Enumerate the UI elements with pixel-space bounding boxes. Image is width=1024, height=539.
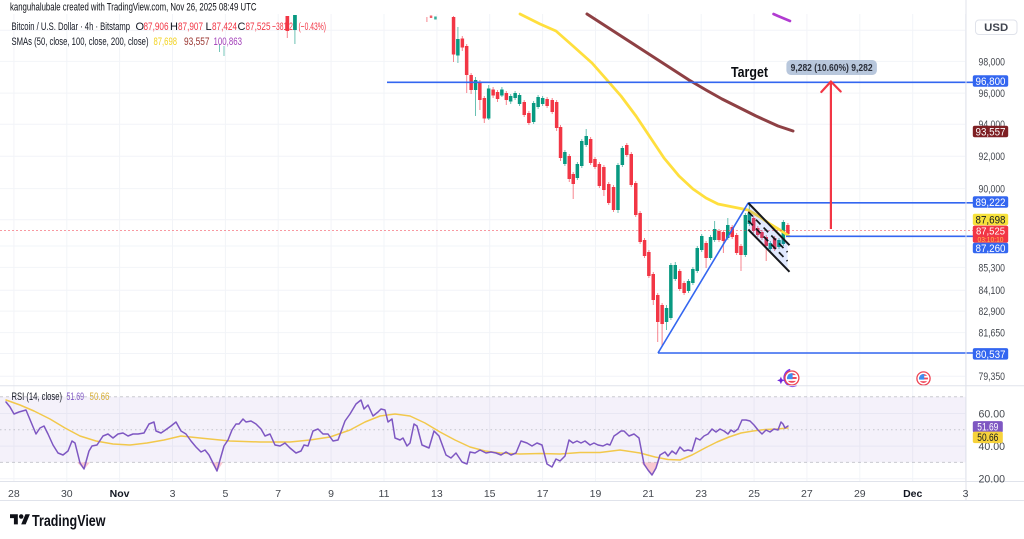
svg-text:28: 28 (8, 488, 20, 500)
svg-text:90,000: 90,000 (979, 184, 1006, 196)
svg-text:60.00: 60.00 (979, 408, 1006, 420)
svg-text:87,907: 87,907 (178, 21, 203, 33)
svg-text:SMAs (50, close, 100, close, 2: SMAs (50, close, 100, close, 200, close) (12, 36, 149, 48)
svg-text:TradingView: TradingView (32, 513, 106, 530)
svg-text:Target: Target (731, 65, 768, 81)
svg-text:96,800: 96,800 (976, 76, 1006, 88)
svg-text:03:10:10: 03:10:10 (978, 235, 1004, 244)
svg-text:9: 9 (328, 488, 334, 500)
svg-text:17: 17 (537, 488, 549, 500)
svg-text:96,000: 96,000 (979, 88, 1006, 100)
svg-text:RSI (14, close): RSI (14, close) (12, 391, 63, 403)
svg-text:13: 13 (431, 488, 443, 500)
svg-text:27: 27 (801, 488, 813, 500)
svg-text:H: H (170, 21, 178, 33)
svg-text:USD: USD (984, 22, 1008, 34)
svg-text:87,698: 87,698 (976, 214, 1006, 226)
svg-text:3: 3 (170, 488, 176, 500)
svg-text:89,222: 89,222 (976, 197, 1006, 209)
svg-text:51.69: 51.69 (67, 391, 85, 403)
svg-text:100,863: 100,863 (214, 36, 243, 48)
svg-text:87,260: 87,260 (976, 243, 1006, 255)
svg-text:O: O (136, 21, 145, 33)
svg-text:50.66: 50.66 (90, 391, 110, 403)
svg-text:82,900: 82,900 (979, 306, 1006, 318)
svg-text:kanguhalubale created with Tra: kanguhalubale created with TradingView.c… (10, 2, 257, 14)
svg-text:51.69: 51.69 (977, 422, 998, 434)
svg-text:Dec: Dec (903, 488, 922, 500)
svg-text:7: 7 (275, 488, 281, 500)
svg-text:92,000: 92,000 (979, 151, 1006, 163)
svg-text:3: 3 (963, 488, 969, 500)
svg-text:30: 30 (61, 488, 73, 500)
svg-text:23: 23 (695, 488, 707, 500)
svg-text:85,300: 85,300 (979, 262, 1006, 274)
svg-text:81,650: 81,650 (979, 328, 1006, 340)
svg-text:29: 29 (854, 488, 866, 500)
svg-text:93,557: 93,557 (976, 126, 1006, 138)
svg-text:87,424: 87,424 (212, 21, 237, 33)
svg-text:C: C (238, 21, 246, 33)
svg-text:−381.24 (−0.43%): −381.24 (−0.43%) (272, 21, 326, 33)
svg-text:9,282 (10.60%) 9,282: 9,282 (10.60%) 9,282 (791, 63, 873, 74)
svg-text:93,557: 93,557 (184, 36, 210, 48)
svg-text:80,537: 80,537 (976, 349, 1006, 361)
svg-text:87,906: 87,906 (144, 21, 169, 33)
svg-text:11: 11 (379, 488, 390, 500)
svg-text:87,698: 87,698 (154, 36, 178, 48)
svg-text:98,000: 98,000 (979, 56, 1006, 68)
svg-text:L: L (206, 21, 212, 33)
svg-text:21: 21 (642, 488, 654, 500)
svg-text:87,525: 87,525 (246, 21, 271, 33)
svg-text:50.66: 50.66 (977, 432, 998, 444)
svg-text:Nov: Nov (110, 488, 130, 500)
svg-text:5: 5 (222, 488, 228, 500)
svg-text:84,100: 84,100 (979, 285, 1006, 297)
svg-text:Bitcoin / U.S. Dollar · 4h · B: Bitcoin / U.S. Dollar · 4h · Bitstamp (12, 21, 131, 33)
svg-text:40.00: 40.00 (979, 441, 1006, 453)
svg-text:79,350: 79,350 (979, 371, 1006, 383)
svg-text:20.00: 20.00 (979, 474, 1006, 486)
svg-text:87,525: 87,525 (976, 225, 1005, 237)
svg-text:25: 25 (748, 488, 760, 500)
svg-text:15: 15 (484, 488, 496, 500)
svg-text:19: 19 (590, 488, 602, 500)
